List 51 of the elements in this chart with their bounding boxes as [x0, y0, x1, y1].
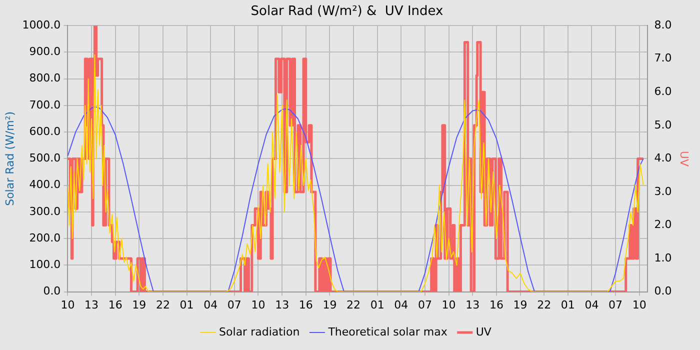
x-tick-label: 13 [84, 298, 99, 312]
x-tick-label: 04 [394, 298, 408, 312]
y-tick-label: 600.0 [29, 124, 61, 138]
x-tick-label: 19 [513, 298, 528, 312]
x-tick-label: 22 [156, 298, 170, 312]
y2-tick-label: 4.0 [654, 152, 672, 165]
x-tick-label: 16 [489, 298, 504, 312]
y-tick-label: 300.0 [29, 204, 61, 218]
y-tick-label: 1000.0 [22, 18, 61, 32]
y2-tick-label: 6.0 [654, 85, 672, 98]
x-tick-label: 04 [204, 298, 218, 312]
x-tick-label: 22 [346, 298, 361, 312]
y2-tick-label: 7.0 [654, 52, 672, 65]
x-tick-label: 10 [60, 298, 75, 312]
x-tick-label: 10 [632, 298, 646, 312]
y-tick-label: 700.0 [29, 98, 61, 112]
x-tick-label: 01 [370, 298, 384, 312]
x-tick-label: 19 [322, 298, 337, 312]
x-tick-label: 07 [418, 298, 432, 312]
x-tick-label: 16 [298, 298, 313, 312]
y-tick-label: 0.0 [43, 284, 61, 298]
y2-tick-label: 0.0 [654, 284, 672, 298]
x-tick-label: 13 [275, 298, 290, 312]
y2-tick-label: 1.0 [654, 251, 672, 264]
y-tick-label: 200.0 [29, 231, 61, 244]
y-tick-label: 900.0 [29, 45, 61, 58]
x-tick-label: 22 [537, 298, 552, 312]
legend-label: Theoretical solar max [327, 325, 448, 338]
y-tick-label: 800.0 [29, 72, 61, 85]
y2-tick-label: 8.0 [654, 18, 672, 32]
x-tick-label: 13 [466, 298, 480, 312]
y2-tick-label: 2.0 [654, 218, 672, 232]
y2-tick-label: 3.0 [654, 184, 672, 198]
x-tick-label: 01 [560, 298, 575, 312]
legend-label: Solar radiation [219, 325, 300, 338]
x-tick-label: 07 [608, 298, 623, 312]
x-tick-label: 19 [132, 298, 146, 312]
x-tick-label: 10 [251, 298, 266, 312]
y-tick-label: 500.0 [29, 152, 61, 165]
x-tick-label: 04 [584, 298, 599, 312]
y2-axis-title: UV [678, 150, 691, 167]
y-tick-label: 100.0 [29, 258, 61, 272]
y-axis-title: Solar Rad (W/m²) [3, 111, 16, 206]
x-tick-label: 07 [227, 298, 242, 312]
chart-title: Solar Rad (W/m²) & UV Index [250, 4, 444, 20]
x-tick-label: 10 [442, 298, 456, 312]
legend-label: UV [476, 325, 492, 338]
x-tick-label: 16 [108, 298, 122, 312]
x-tick-label: 01 [180, 298, 194, 312]
y2-tick-label: 5.0 [654, 118, 672, 132]
y-tick-label: 400.0 [29, 178, 61, 192]
